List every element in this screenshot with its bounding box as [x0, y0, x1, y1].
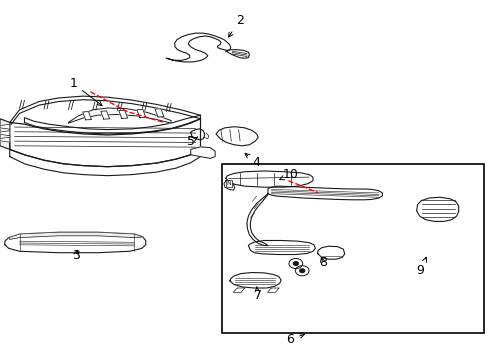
Text: 6: 6 [286, 333, 304, 346]
Polygon shape [10, 119, 200, 167]
Polygon shape [190, 147, 215, 158]
Text: 1: 1 [69, 77, 102, 105]
Polygon shape [229, 273, 281, 288]
Polygon shape [166, 33, 230, 62]
Text: 9: 9 [416, 257, 426, 277]
Circle shape [293, 262, 298, 265]
Text: 2: 2 [228, 14, 243, 37]
Polygon shape [119, 110, 127, 118]
Text: 10: 10 [279, 168, 298, 181]
Text: 3: 3 [72, 249, 80, 262]
Polygon shape [68, 108, 171, 123]
Polygon shape [82, 112, 91, 120]
Polygon shape [246, 194, 267, 246]
Circle shape [295, 266, 308, 276]
Polygon shape [9, 232, 142, 239]
Text: 8: 8 [318, 256, 326, 269]
Polygon shape [233, 288, 244, 292]
Polygon shape [224, 181, 234, 190]
Polygon shape [0, 124, 10, 129]
Polygon shape [10, 149, 200, 176]
Text: N: N [226, 181, 231, 186]
Polygon shape [0, 119, 10, 149]
Polygon shape [0, 131, 10, 136]
Polygon shape [0, 137, 10, 142]
Polygon shape [416, 197, 458, 221]
Circle shape [299, 269, 304, 273]
Polygon shape [267, 186, 382, 200]
Text: 4: 4 [244, 154, 260, 169]
Polygon shape [267, 288, 279, 292]
Polygon shape [5, 232, 145, 253]
Polygon shape [101, 111, 109, 119]
Text: 7: 7 [253, 287, 261, 302]
Polygon shape [190, 129, 204, 140]
Polygon shape [317, 246, 344, 259]
Polygon shape [225, 50, 249, 58]
Polygon shape [10, 96, 200, 126]
Polygon shape [216, 127, 258, 146]
Polygon shape [24, 115, 200, 134]
Polygon shape [137, 109, 145, 118]
Polygon shape [225, 171, 312, 187]
Circle shape [288, 258, 302, 269]
Polygon shape [155, 109, 163, 117]
Text: 5: 5 [186, 135, 197, 148]
Polygon shape [248, 240, 315, 255]
Bar [222, 164, 483, 333]
